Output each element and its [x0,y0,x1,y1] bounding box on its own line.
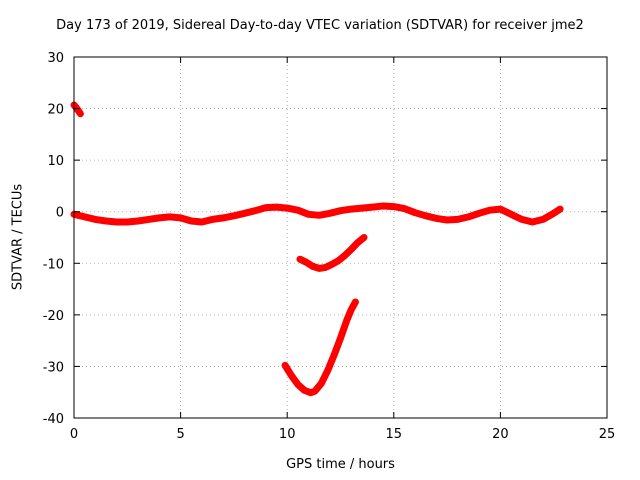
data-point [178,215,184,221]
y-tick-label: -20 [43,309,64,324]
data-point [348,307,354,313]
data-point [455,216,461,222]
data-point [551,210,557,216]
y-tick-label: -30 [43,360,64,375]
data-point [348,206,354,212]
data-point [401,206,407,212]
data-point [220,215,226,221]
x-tick-label: 20 [492,427,509,442]
data-point [465,214,471,220]
data-point [355,240,361,246]
x-tick-label: 25 [599,427,616,442]
data-point [325,368,331,374]
data-point [497,206,503,212]
data-point [369,204,375,210]
data-point [338,208,343,214]
data-point [135,218,141,224]
data-point [282,362,288,368]
data-point [344,317,350,323]
data-point [295,207,301,213]
data-point [412,210,418,216]
data-point [103,218,109,224]
data-point [323,264,329,270]
data-point [82,214,88,220]
data-point [316,265,322,271]
data-point [288,373,294,379]
data-point [519,216,525,222]
data-point [77,111,83,117]
data-point [114,219,120,225]
data-point [316,212,322,218]
data-point [310,263,316,269]
y-tick-label: 30 [47,51,64,66]
data-point [433,215,439,221]
data-point [167,214,173,220]
series-lower-arc [281,298,359,397]
data-point [331,352,337,358]
data-point [242,210,248,216]
data-point [348,246,354,252]
data-point [508,211,514,217]
data-point [252,208,258,214]
data-point [338,335,343,341]
data-point [231,213,237,219]
y-tick-label: -10 [43,257,64,272]
x-axis-label: GPS time / hours [286,457,395,472]
data-point [301,387,307,393]
data-point [391,204,397,210]
data-point [476,210,482,216]
data-point [124,219,130,225]
data-point [303,259,309,265]
plot-border [73,56,608,419]
data-point [327,210,333,216]
data-point [263,205,269,211]
y-tick-label: -40 [43,412,64,427]
data-point [487,207,493,213]
x-tick-label: 0 [70,427,78,442]
data-point [274,204,280,210]
data-point [146,216,152,222]
data-point [318,380,324,386]
y-tick-label: 10 [47,154,64,169]
data-point [188,218,194,224]
data-point [335,258,341,264]
data-point [329,261,335,267]
data-point [295,381,301,387]
data-point [557,206,563,212]
chart-title: Day 173 of 2019, Sidereal Day-to-day VTE… [56,18,584,33]
data-point [312,388,318,394]
data-point [423,213,429,219]
y-tick-label: 20 [47,103,64,118]
data-point [380,203,386,209]
data-point [529,219,535,225]
x-tick-label: 15 [386,427,403,442]
x-tick-label: 5 [176,427,184,442]
data-point [352,299,358,305]
data-point [342,253,348,259]
data-point [308,390,314,396]
data-point [284,205,290,211]
data-point [306,211,312,217]
data-point [444,217,450,223]
data-point [540,216,546,222]
data-point [359,205,365,211]
data-point [92,216,98,222]
data-point [156,215,162,221]
data-point [297,256,303,262]
data-point [210,216,216,222]
x-tick-label: 10 [279,427,296,442]
data-point [361,235,367,240]
data-point [199,219,205,225]
y-tick-label: 0 [56,206,64,221]
